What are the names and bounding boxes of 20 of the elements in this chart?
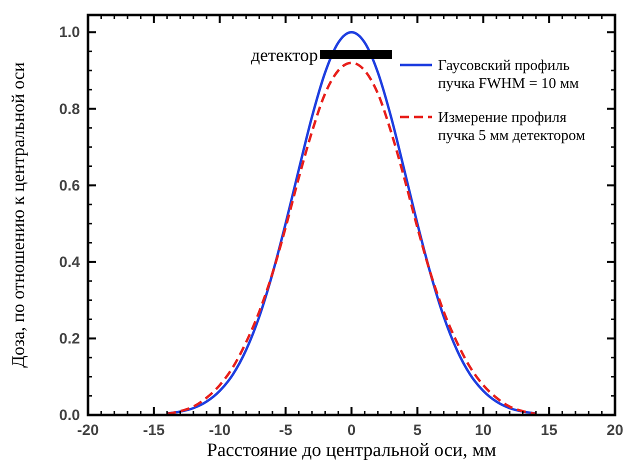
legend-label: Измерение профиля пучка 5 мм детектором	[438, 110, 586, 144]
x-tick-label: 10	[474, 422, 492, 439]
x-tick-label: -15	[143, 422, 165, 439]
y-axis-title: Доза, по отношению к центральной оси	[8, 62, 28, 368]
x-tick-label: -5	[278, 422, 292, 439]
x-tick-label: 20	[606, 422, 624, 439]
y-tick-label: 0.8	[59, 100, 80, 118]
y-tick-label: 0.0	[59, 407, 80, 424]
y-tick-label: 0.4	[59, 254, 81, 271]
x-tick-label: -10	[208, 422, 231, 439]
legend-label: Гаусовский профиль пучка FWHM = 10 мм	[438, 58, 580, 92]
annotation: детектор	[250, 45, 318, 65]
y-tick-label: 0.6	[59, 177, 80, 194]
x-tick-label: 0	[347, 422, 356, 439]
y-tick-label: 0.2	[59, 330, 80, 348]
x-tick-label: 15	[540, 422, 558, 439]
x-tick-label: -20	[77, 422, 99, 439]
x-axis-title: Расстояние до центральной оси, мм	[206, 440, 496, 461]
y-tick-label: 1.0	[59, 24, 80, 42]
x-tick-label: 5	[413, 422, 422, 439]
